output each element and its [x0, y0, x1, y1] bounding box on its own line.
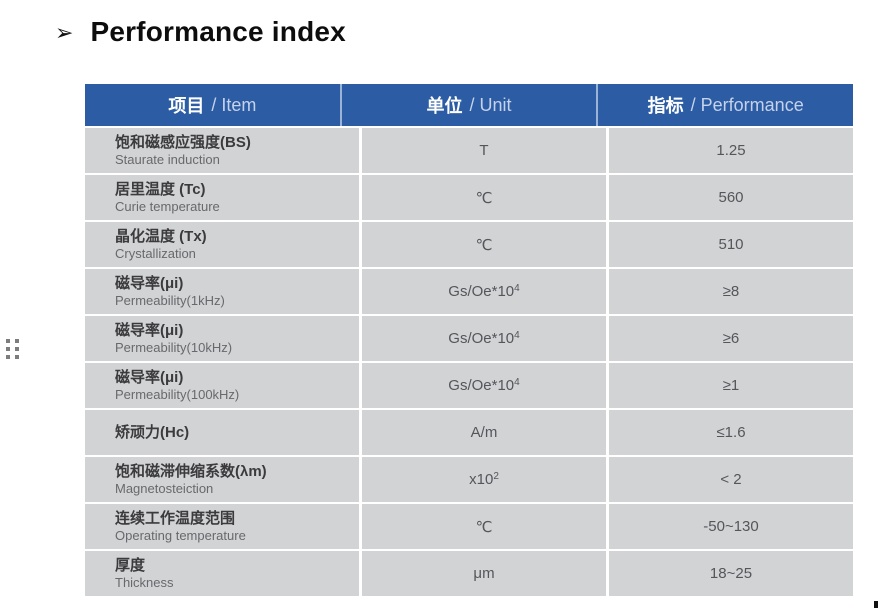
item-name-en: Permeability(10kHz): [115, 340, 233, 356]
value-cell: ≥8: [606, 269, 853, 314]
item-name-zh: 磁导率(μi): [115, 321, 184, 339]
item-name-en: Crystallization: [115, 246, 196, 262]
item-name-zh: 饱和磁感应强度(BS): [115, 133, 251, 151]
unit-text: ℃: [475, 189, 493, 207]
performance-table: 项目 / Item 单位 / Unit 指标 / Performance 饱和磁感应强…: [85, 84, 853, 598]
unit-cell: Gs/Oe*10 4: [359, 269, 606, 314]
unit-text: T: [479, 142, 489, 159]
page-title-text: Performance index: [90, 16, 346, 47]
value-cell: 1.25: [606, 128, 853, 173]
table-row: 晶化温度 (Tx) Crystallization ℃ 510: [85, 222, 853, 267]
unit-cell: ℃: [359, 222, 606, 267]
drag-handle-dot: [15, 355, 19, 359]
item-name-zh: 厚度: [115, 556, 146, 574]
item-name-zh: 磁导率(μi): [115, 368, 184, 386]
header-item-zh: 项目: [168, 96, 205, 116]
table-row: 厚度 Thickness μm 18~25: [85, 551, 853, 596]
unit-cell: Gs/Oe*10 4: [359, 363, 606, 408]
table-body: 饱和磁感应强度(BS) Staurate induction T 1.25 居里…: [85, 128, 853, 596]
item-cell: 矫顽力(Hc): [85, 410, 359, 455]
unit-cell: ℃: [359, 175, 606, 220]
value-cell: ≤1.6: [606, 410, 853, 455]
table-row: 矫顽力(Hc) A/m ≤1.6: [85, 410, 853, 455]
drag-handle-dot: [6, 339, 10, 343]
item-name-zh: 居里温度 (Tc): [115, 180, 206, 198]
item-cell: 居里温度 (Tc) Curie temperature: [85, 175, 359, 220]
item-cell: 磁导率(μi) Permeability(10kHz): [85, 316, 359, 361]
item-name-en: Magnetosteiction: [115, 481, 214, 497]
header-unit-en: / Unit: [469, 94, 512, 115]
item-name-zh: 晶化温度 (Tx): [115, 227, 207, 245]
drag-handle-dot: [6, 347, 10, 351]
unit-text: A/m: [470, 424, 498, 441]
item-name-en: Operating temperature: [115, 528, 246, 544]
item-cell: 饱和磁感应强度(BS) Staurate induction: [85, 128, 359, 173]
header-cell-item: 项目 / Item: [85, 84, 340, 126]
table-row: 饱和磁感应强度(BS) Staurate induction T 1.25: [85, 128, 853, 173]
item-cell: 磁导率(μi) Permeability(1kHz): [85, 269, 359, 314]
table-row: 连续工作温度范围 Operating temperature ℃ -50~130: [85, 504, 853, 549]
unit-cell: μm: [359, 551, 606, 596]
value-cell: ≥1: [606, 363, 853, 408]
table-row: 居里温度 (Tc) Curie temperature ℃ 560: [85, 175, 853, 220]
header-performance-zh: 指标: [647, 96, 684, 116]
unit-cell: ℃: [359, 504, 606, 549]
item-name-zh: 连续工作温度范围: [115, 509, 236, 527]
unit-text: ℃: [475, 518, 493, 536]
unit-text: Gs/Oe*10: [448, 377, 515, 394]
table-row: 磁导率(μi) Permeability(10kHz) Gs/Oe*10 4 ≥6: [85, 316, 853, 361]
item-name-en: Thickness: [115, 575, 174, 591]
value-cell: 18~25: [606, 551, 853, 596]
header-performance-en: / Performance: [690, 94, 804, 115]
value-cell: ≥6: [606, 316, 853, 361]
unit-cell: A/m: [359, 410, 606, 455]
value-cell: 510: [606, 222, 853, 267]
arrow-bullet-icon: ➢: [55, 20, 74, 45]
unit-text: Gs/Oe*10: [448, 330, 515, 347]
drag-handle-icon[interactable]: [6, 339, 19, 359]
value-cell: -50~130: [606, 504, 853, 549]
item-cell: 晶化温度 (Tx) Crystallization: [85, 222, 359, 267]
item-name-en: Staurate induction: [115, 152, 220, 168]
value-cell: < 2: [606, 457, 853, 502]
value-cell: 560: [606, 175, 853, 220]
unit-text: ℃: [475, 236, 493, 254]
header-cell-performance: 指标 / Performance: [596, 84, 853, 126]
header-item-en: / Item: [211, 94, 257, 115]
unit-cell: x10 2: [359, 457, 606, 502]
unit-text: μm: [473, 565, 495, 582]
table-row: 饱和磁滞伸缩系数(λm) Magnetosteiction x10 2 < 2: [85, 457, 853, 502]
unit-text: x10: [469, 471, 494, 488]
item-name-zh: 磁导率(μi): [115, 274, 184, 292]
item-cell: 饱和磁滞伸缩系数(λm) Magnetosteiction: [85, 457, 359, 502]
item-cell: 磁导率(μi) Permeability(100kHz): [85, 363, 359, 408]
page-title: ➢ Performance index: [55, 16, 346, 48]
item-name-en: Permeability(1kHz): [115, 293, 225, 309]
unit-text: Gs/Oe*10: [448, 283, 515, 300]
item-name-zh: 饱和磁滞伸缩系数(λm): [115, 462, 267, 480]
table-row: 磁导率(μi) Permeability(1kHz) Gs/Oe*10 4 ≥8: [85, 269, 853, 314]
item-name-en: Curie temperature: [115, 199, 220, 215]
unit-cell: Gs/Oe*10 4: [359, 316, 606, 361]
drag-handle-dot: [6, 355, 10, 359]
header-unit-zh: 单位: [426, 96, 463, 116]
item-cell: 连续工作温度范围 Operating temperature: [85, 504, 359, 549]
table-header-row: 项目 / Item 单位 / Unit 指标 / Performance: [85, 84, 853, 126]
item-name-zh: 矫顽力(Hc): [115, 423, 190, 441]
drag-handle-dot: [15, 339, 19, 343]
unit-cell: T: [359, 128, 606, 173]
table-row: 磁导率(μi) Permeability(100kHz) Gs/Oe*10 4 ≥…: [85, 363, 853, 408]
header-cell-unit: 单位 / Unit: [339, 84, 597, 126]
item-name-en: Permeability(100kHz): [115, 387, 240, 403]
drag-handle-dot: [15, 347, 19, 351]
item-cell: 厚度 Thickness: [85, 551, 359, 596]
bottom-right-marker: [874, 601, 878, 608]
